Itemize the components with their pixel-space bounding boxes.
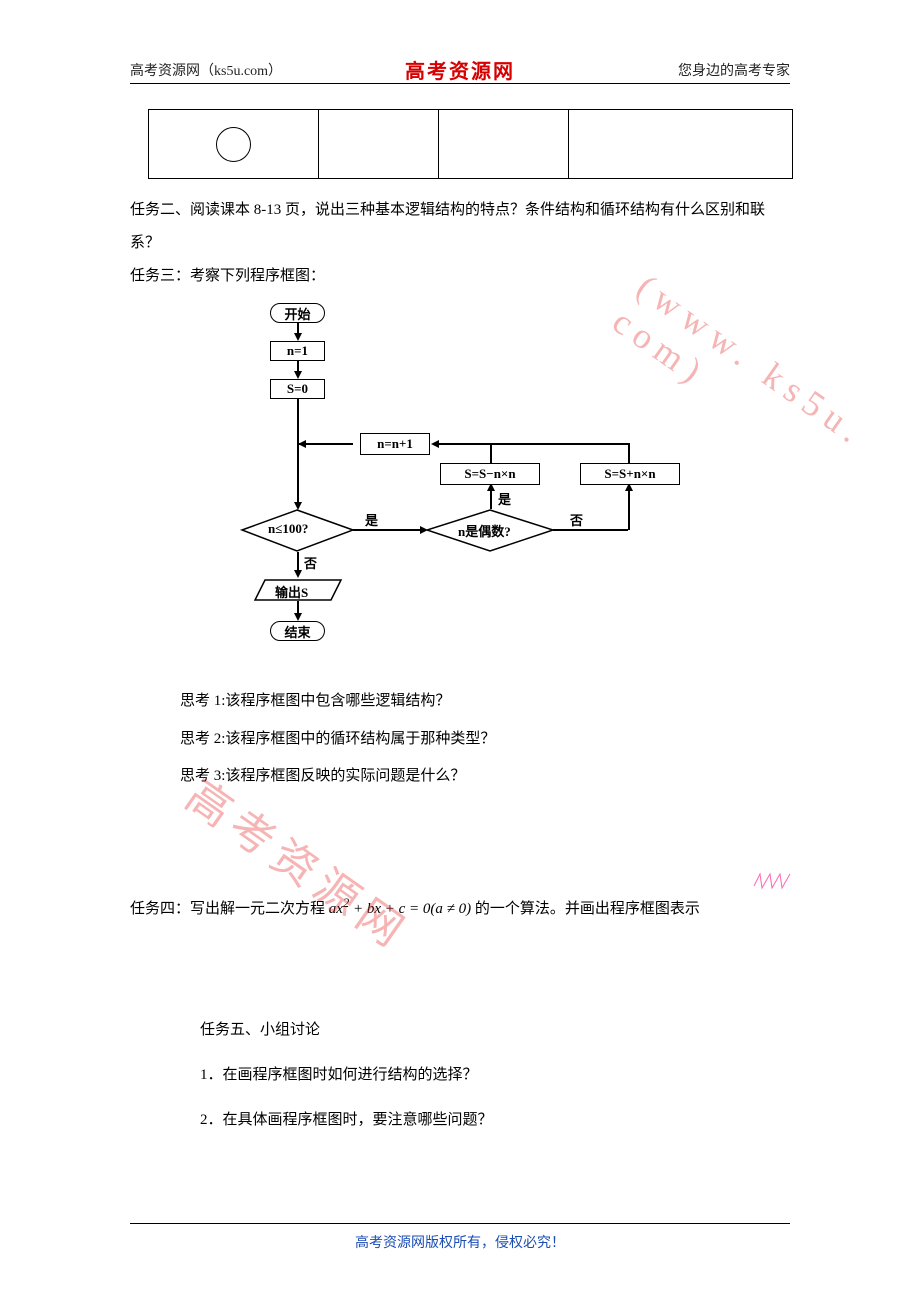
task4-formula: ax2 + bx + c = 0(a ≠ 0) bbox=[325, 901, 475, 917]
header-logo: 高考资源网 bbox=[405, 55, 515, 84]
fc-cond1: n≤100? bbox=[268, 521, 308, 537]
symbol-cell-4 bbox=[569, 110, 792, 178]
arrow bbox=[553, 529, 628, 531]
annotation-mark bbox=[752, 872, 792, 890]
fc-no2: 否 bbox=[570, 510, 583, 529]
arrow bbox=[628, 488, 630, 530]
flowchart: 开始 n=1 S=0 n=n+1 n≤100? 是 n是偶数? 是 bbox=[140, 303, 780, 673]
task4: 任务四：写出解一元二次方程 ax2 + bx + c = 0(a ≠ 0) 的一… bbox=[130, 896, 790, 918]
think3: 思考 3:该程序框图反映的实际问题是什么？ bbox=[180, 758, 790, 796]
fc-output: 输出S bbox=[275, 582, 308, 601]
fc-yes2: 是 bbox=[498, 489, 511, 508]
fc-end: 结束 bbox=[270, 621, 325, 641]
arrow bbox=[297, 449, 299, 504]
task4-prefix: 任务四：写出解一元二次方程 bbox=[130, 901, 325, 917]
task3-title: 任务三：考察下列程序框图： bbox=[130, 260, 790, 293]
task4-suffix: 的一个算法。并画出程序框图表示 bbox=[475, 901, 700, 917]
footer-text: 高考资源网版权所有，侵权必究！ bbox=[355, 1236, 565, 1251]
fc-yes1: 是 bbox=[365, 510, 378, 529]
fc-no1: 否 bbox=[304, 553, 317, 572]
symbol-cell-2 bbox=[319, 110, 439, 178]
arrow bbox=[490, 489, 492, 509]
arrow-head bbox=[294, 613, 302, 621]
fc-s0: S=0 bbox=[270, 379, 325, 399]
task2-text: 任务二、阅读课本 8-13 页，说出三种基本逻辑结构的特点？条件结构和循环结构有… bbox=[130, 194, 790, 260]
symbol-cell-3 bbox=[439, 110, 569, 178]
logo-text: 高考资源网 bbox=[405, 61, 515, 83]
page-footer: 高考资源网版权所有，侵权必究！ bbox=[130, 1223, 790, 1252]
fc-n1: n=1 bbox=[270, 341, 325, 361]
arrow bbox=[353, 529, 422, 531]
symbol-cell-1 bbox=[149, 110, 319, 178]
arrow-head bbox=[294, 570, 302, 578]
think2: 思考 2:该程序框图中的循环结构属于那种类型？ bbox=[180, 721, 790, 759]
arrow-head bbox=[298, 440, 306, 448]
task5: 任务五、小组讨论 1．在画程序框图时如何进行结构的选择？ 2．在具体画程序框图时… bbox=[200, 1008, 790, 1143]
header-left-text: 高考资源网（ks5u.com） bbox=[130, 60, 282, 80]
arrow bbox=[437, 443, 629, 445]
task5-q2: 2．在具体画程序框图时，要注意哪些问题？ bbox=[200, 1098, 790, 1143]
header-right-text: 您身边的高考专家 bbox=[678, 60, 790, 80]
fc-nplus: n=n+1 bbox=[360, 433, 430, 455]
think-block: 思考 1:该程序框图中包含哪些逻辑结构？ 思考 2:该程序框图中的循环结构属于那… bbox=[180, 683, 790, 796]
symbol-table bbox=[148, 109, 793, 179]
arrow-head bbox=[431, 440, 439, 448]
fc-splus: S=S+n×n bbox=[580, 463, 680, 485]
fc-sminus: S=S−n×n bbox=[440, 463, 540, 485]
arrow bbox=[298, 443, 353, 445]
fc-start: 开始 bbox=[270, 303, 325, 323]
fc-cond2: n是偶数? bbox=[458, 521, 511, 540]
arrow bbox=[628, 443, 630, 463]
think1: 思考 1:该程序框图中包含哪些逻辑结构？ bbox=[180, 683, 790, 721]
task5-q1: 1．在画程序框图时如何进行结构的选择？ bbox=[200, 1053, 790, 1098]
arrow bbox=[297, 552, 299, 572]
task5-title: 任务五、小组讨论 bbox=[200, 1008, 790, 1053]
arrow-head bbox=[294, 333, 302, 341]
arrow bbox=[490, 443, 492, 463]
arrow-head bbox=[294, 371, 302, 379]
connector-circle-icon bbox=[216, 127, 251, 162]
